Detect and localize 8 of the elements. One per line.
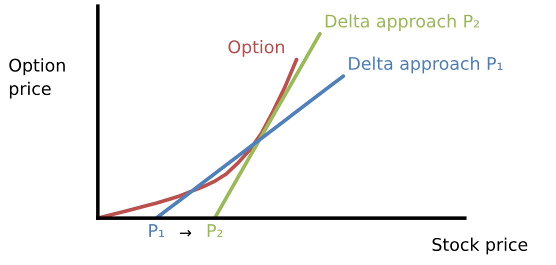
series-label: Delta approach P₁ — [349, 56, 503, 74]
text: → — [180, 230, 192, 237]
y-axis-title: Option price — [9, 58, 65, 98]
series-label: Delta approach P₂ — [326, 14, 479, 31]
x-axis-title: Stock price — [432, 238, 528, 254]
x-tick-label: P₂ — [208, 224, 222, 237]
x-tick-label: P₁ — [149, 224, 164, 237]
series-label: Option — [228, 40, 284, 57]
